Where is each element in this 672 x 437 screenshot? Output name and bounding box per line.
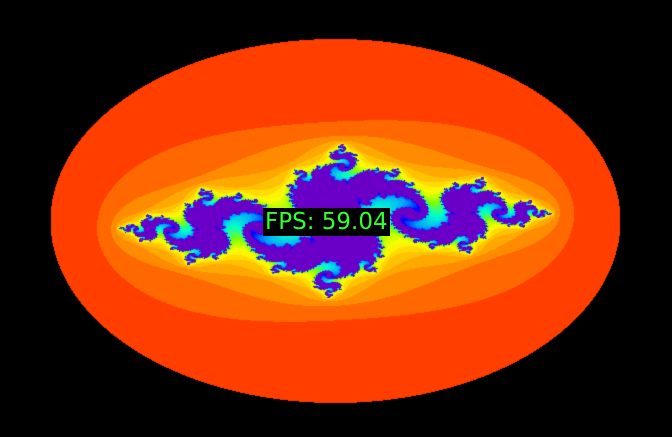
fps-counter: FPS: 59.04 [263,208,390,236]
